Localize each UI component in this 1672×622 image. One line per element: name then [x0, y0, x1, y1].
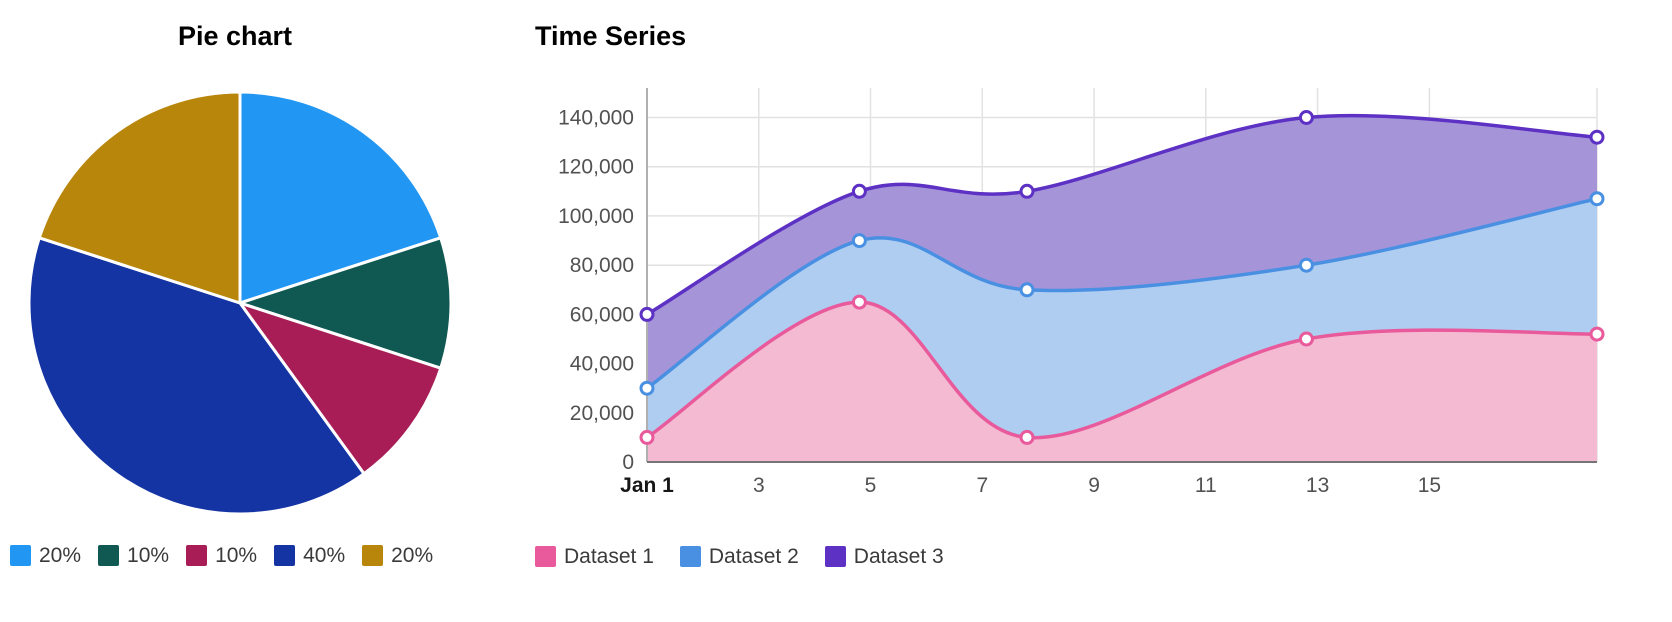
legend-item[interactable]: Dataset 1 [535, 545, 654, 569]
timeseries-title: Time Series [535, 21, 687, 51]
data-point-marker[interactable] [851, 294, 867, 310]
timeseries-panel: Time Series 0 20,000 40,000 60,000 80,000 100… [470, 0, 1620, 622]
legend-item[interactable]: 20% [362, 544, 433, 568]
y-tick-label: 20,000 [570, 401, 634, 424]
series-line [645, 113, 1599, 316]
y-tick-label: 60,000 [570, 303, 634, 326]
x-tick-label: 5 [865, 474, 877, 497]
legend-label: 10% [127, 543, 170, 567]
pie-chart-title: Pie chart [177, 21, 293, 51]
data-point-marker[interactable] [1019, 183, 1035, 199]
pie-slice[interactable] [238, 301, 443, 475]
x-tick-label: 9 [1088, 474, 1100, 497]
legend-label: 10% [215, 543, 258, 567]
legend-swatch [98, 545, 120, 567]
pie-slice[interactable] [238, 90, 443, 305]
legend-label: 20% [391, 543, 434, 567]
pie-chart-panel: Pie chart 20% 10% 10% 40% 20% [0, 0, 470, 622]
data-point-marker[interactable] [1019, 281, 1035, 297]
y-tick-label: 140,000 [558, 106, 634, 129]
legend-label: 40% [303, 543, 346, 567]
legend-swatch [274, 545, 296, 567]
x-tick-label: 3 [753, 474, 765, 497]
pie-chart-svg [27, 90, 453, 516]
pie-legend: 20% 10% 10% 40% 20% [10, 544, 470, 568]
legend-item[interactable]: 40% [274, 544, 345, 568]
legend-label: Dataset 3 [853, 544, 944, 568]
y-tick-label: 40,000 [570, 352, 634, 375]
timeseries-svg: 0 20,000 40,000 60,000 80,000 100,000 120,000 1… [558, 87, 1605, 497]
legend-swatch [10, 545, 31, 567]
pie-slice[interactable] [37, 90, 242, 305]
legend-item[interactable]: 20% [10, 544, 81, 568]
legend-label: 20% [39, 543, 82, 567]
pie-slice[interactable] [238, 235, 453, 370]
y-tick-label: 120,000 [558, 155, 634, 178]
timeseries-legend: Dataset 1 Dataset 2 Dataset 3 [535, 545, 1620, 569]
data-point-marker[interactable] [639, 306, 655, 322]
data-point-marker[interactable] [1298, 109, 1314, 125]
series-area [647, 301, 1597, 462]
legend-label: Dataset 2 [708, 544, 799, 568]
data-point-marker[interactable] [851, 232, 867, 248]
data-point-marker[interactable] [1589, 190, 1605, 206]
data-point-marker[interactable] [639, 380, 655, 396]
legend-label: Dataset 1 [564, 544, 654, 568]
data-point-marker[interactable] [851, 183, 867, 199]
legend-swatch [186, 545, 208, 567]
legend-swatch [535, 546, 556, 568]
x-tick-label: 15 [1418, 474, 1441, 497]
pie-slice[interactable] [27, 235, 366, 516]
legend-item[interactable]: Dataset 3 [824, 544, 944, 569]
legend-item[interactable]: 10% [98, 544, 169, 568]
legend-item[interactable]: 10% [186, 544, 257, 568]
data-point-marker[interactable] [1298, 257, 1314, 273]
data-point-marker[interactable] [1019, 429, 1035, 445]
y-tick-label: 100,000 [558, 205, 634, 228]
y-tick-label: 0 [622, 451, 634, 474]
x-tick-label: 13 [1306, 474, 1329, 497]
legend-swatch [679, 546, 701, 568]
x-tick-label: 11 [1195, 474, 1217, 497]
legend-item[interactable]: Dataset 2 [679, 544, 799, 569]
y-tick-label: 80,000 [570, 254, 634, 277]
legend-swatch [362, 545, 384, 567]
data-point-marker[interactable] [1589, 129, 1605, 145]
data-point-marker[interactable] [1298, 331, 1314, 347]
legend-swatch [824, 546, 846, 568]
data-point-marker[interactable] [639, 429, 655, 445]
x-tick-label: 7 [976, 474, 988, 497]
x-tick-label: Jan 1 [620, 474, 674, 497]
data-point-marker[interactable] [1589, 326, 1605, 342]
